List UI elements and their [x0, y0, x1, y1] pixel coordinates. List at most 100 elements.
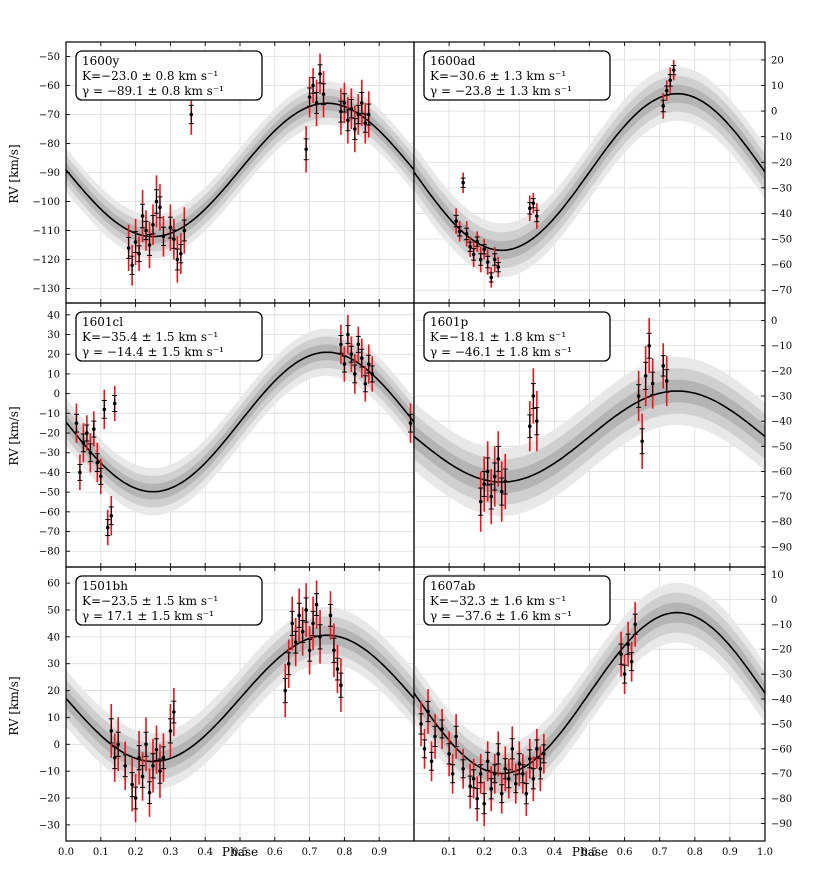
panel-1607ab-point-26 [523, 771, 529, 817]
panel-1607ab-ytick-label-0: −90 [771, 819, 792, 830]
panel-1600ad-ytick-label-1: −60 [771, 260, 792, 271]
panel-1501bh-point-30 [338, 658, 344, 713]
panel-1600ad-ytick-label-7: 0 [771, 107, 777, 118]
panel-1501bh-marker-13 [161, 755, 166, 760]
panel-1607ab-marker-13 [478, 771, 483, 776]
panel-1601p-marker-17 [664, 379, 669, 383]
panel-1600ad-point-1 [457, 221, 463, 242]
panel-1600y-point-5 [143, 210, 149, 251]
panel-1501bh-point-8 [143, 717, 149, 772]
panel-1600ad-marker-5 [471, 252, 476, 257]
panel-1601cl-marker-1 [78, 470, 82, 475]
panel-1501bh-xtick-label-8: 0.8 [336, 847, 352, 858]
panel-1607ab-marker-14 [482, 801, 487, 806]
panel-1501bh-marker-12 [158, 769, 162, 773]
panel-1501bh-ytick-label-4: 10 [47, 713, 60, 724]
x-axis-label-right: Phase [572, 845, 608, 859]
panel-1501bh-marker-7 [140, 774, 145, 779]
panel-1600y-point-20 [314, 79, 320, 127]
panel-1501bh-legend-box [75, 575, 263, 626]
panel-1601p-point-13 [643, 345, 649, 407]
panel-1607ab-marker-32 [619, 652, 623, 656]
panel-1601p-point-17 [664, 355, 670, 407]
panel-1600ad-point-2 [460, 172, 466, 193]
panel-1607ab-point-6 [446, 731, 452, 777]
panel-1601cl-marker-10 [109, 513, 114, 518]
panel-1600ad-ytick-label-2: −50 [771, 235, 792, 246]
panel-1607ab-marker-21 [506, 776, 511, 781]
panel-1601p-ytick-label-1: −80 [771, 517, 792, 528]
panel-1601p-ytick-label-7: −20 [771, 366, 792, 377]
panel-1607ab-marker-12 [475, 796, 479, 801]
panel-1607ab-marker-3 [429, 759, 434, 764]
panel-1600y-marker-16 [189, 112, 194, 117]
x-axis-label-left: Phase [222, 845, 258, 859]
panel-1601cl-marker-9 [105, 525, 110, 530]
panel-1607ab-point-12 [474, 776, 480, 822]
panel-1501bh-marker-27 [328, 613, 333, 618]
panel-1501bh-marker-1 [112, 755, 117, 760]
panel-1601p-marker-7 [503, 479, 508, 484]
panel-1600y-ytick-label-6: −70 [39, 110, 60, 121]
panel-1607ab-point-10 [467, 763, 473, 809]
panel-1501bh-xtick-label-6: 0.6 [267, 847, 283, 858]
panel-1601cl-label-K: K=−35.4 ± 1.5 km s⁻¹ [82, 330, 218, 344]
panel-1600y-label-K: K=−23.0 ± 0.8 km s⁻¹ [82, 69, 218, 83]
panel-1607ab-point-8 [453, 713, 459, 759]
panel-1607ab-point-5 [439, 708, 445, 749]
panel-1601cl-ytick-label-8: 0 [54, 389, 60, 400]
panel-1601cl-ytick-label-3: −50 [39, 488, 60, 499]
panel-1600y-point-26 [348, 88, 354, 129]
panel-1600y-point-28 [355, 94, 361, 135]
panel-1601p-marker-5 [496, 457, 501, 461]
panel-1607ab-marker-1 [422, 747, 427, 751]
panel-1600y-marker-31 [366, 112, 371, 117]
panel-1601cl-marker-13 [342, 362, 347, 366]
panel-1601cl-marker-19 [363, 381, 368, 386]
panel-1501bh-marker-0 [109, 729, 114, 733]
panel-1600ad-marker-7 [478, 257, 483, 262]
panel-1607ab-ytick-label-5: −40 [771, 695, 792, 706]
panel-1600ad-marker-15 [535, 214, 539, 218]
panel-1601p-point-3 [488, 468, 494, 525]
panel-1501bh-point-21 [300, 607, 306, 656]
panel-1600ad-marker-12 [496, 265, 501, 269]
panel-1601cl-marker-15 [349, 352, 354, 357]
panel-1600y-marker-6 [147, 243, 152, 247]
panel-1607ab-marker-18 [496, 752, 501, 756]
panel-1501bh-ytick-label-2: −10 [39, 767, 60, 778]
panel-1607ab-xtick-label-4: 0.5 [582, 847, 598, 858]
panel-1607ab-point-4 [432, 713, 438, 759]
panel-1601p-ytick-label-8: −10 [771, 341, 792, 352]
panel-1501bh-marker-20 [297, 613, 301, 618]
panel-1601p-point-6 [499, 461, 505, 522]
panel-1607ab-point-14 [481, 781, 487, 827]
panel-1600ad-point-6 [474, 231, 480, 252]
panel-1607ab-point-15 [485, 741, 491, 782]
panel-1600y-marker-18 [307, 95, 312, 99]
panel-1607ab-marker-33 [622, 672, 627, 676]
panel-1600y-point-13 [174, 236, 180, 283]
panel-1600ad-marker-1 [457, 229, 462, 234]
panel-1501bh-marker-2 [116, 742, 120, 747]
panel-1501bh-point-2 [115, 717, 121, 772]
panel-1600y-marker-1 [130, 263, 134, 268]
panel-1607ab-xtick-label-6: 0.7 [652, 847, 668, 858]
panel-1501bh-point-10 [150, 738, 156, 793]
panel-1501bh-marker-19 [293, 640, 298, 645]
panel-1600y-point-6 [147, 221, 153, 269]
panel-1501bh-point-19 [293, 618, 299, 667]
panel-1501bh-xtick-label-5: 0.5 [232, 847, 248, 858]
panel-1601cl-marker-4 [88, 450, 93, 455]
panel-1601cl-point-6 [94, 442, 100, 483]
panel-1607ab-point-21 [506, 758, 512, 799]
panel-1600ad-model-curve [414, 92, 765, 252]
panel-1607ab-label-K: K=−32.3 ± 1.6 km s⁻¹ [430, 594, 566, 608]
panel-1607ab-ytick-label-4: −50 [771, 719, 792, 730]
panel-1601p-label-gamma: γ = −46.1 ± 1.8 km s⁻¹ [430, 345, 572, 359]
y-axis-label-middle: RV [km/s] [7, 406, 21, 465]
panel-1501bh-point-25 [314, 580, 320, 629]
panel-1600y-point-8 [153, 175, 159, 228]
panel-1601p-marker-15 [650, 381, 655, 386]
panel-1601cl-marker-17 [356, 342, 361, 347]
